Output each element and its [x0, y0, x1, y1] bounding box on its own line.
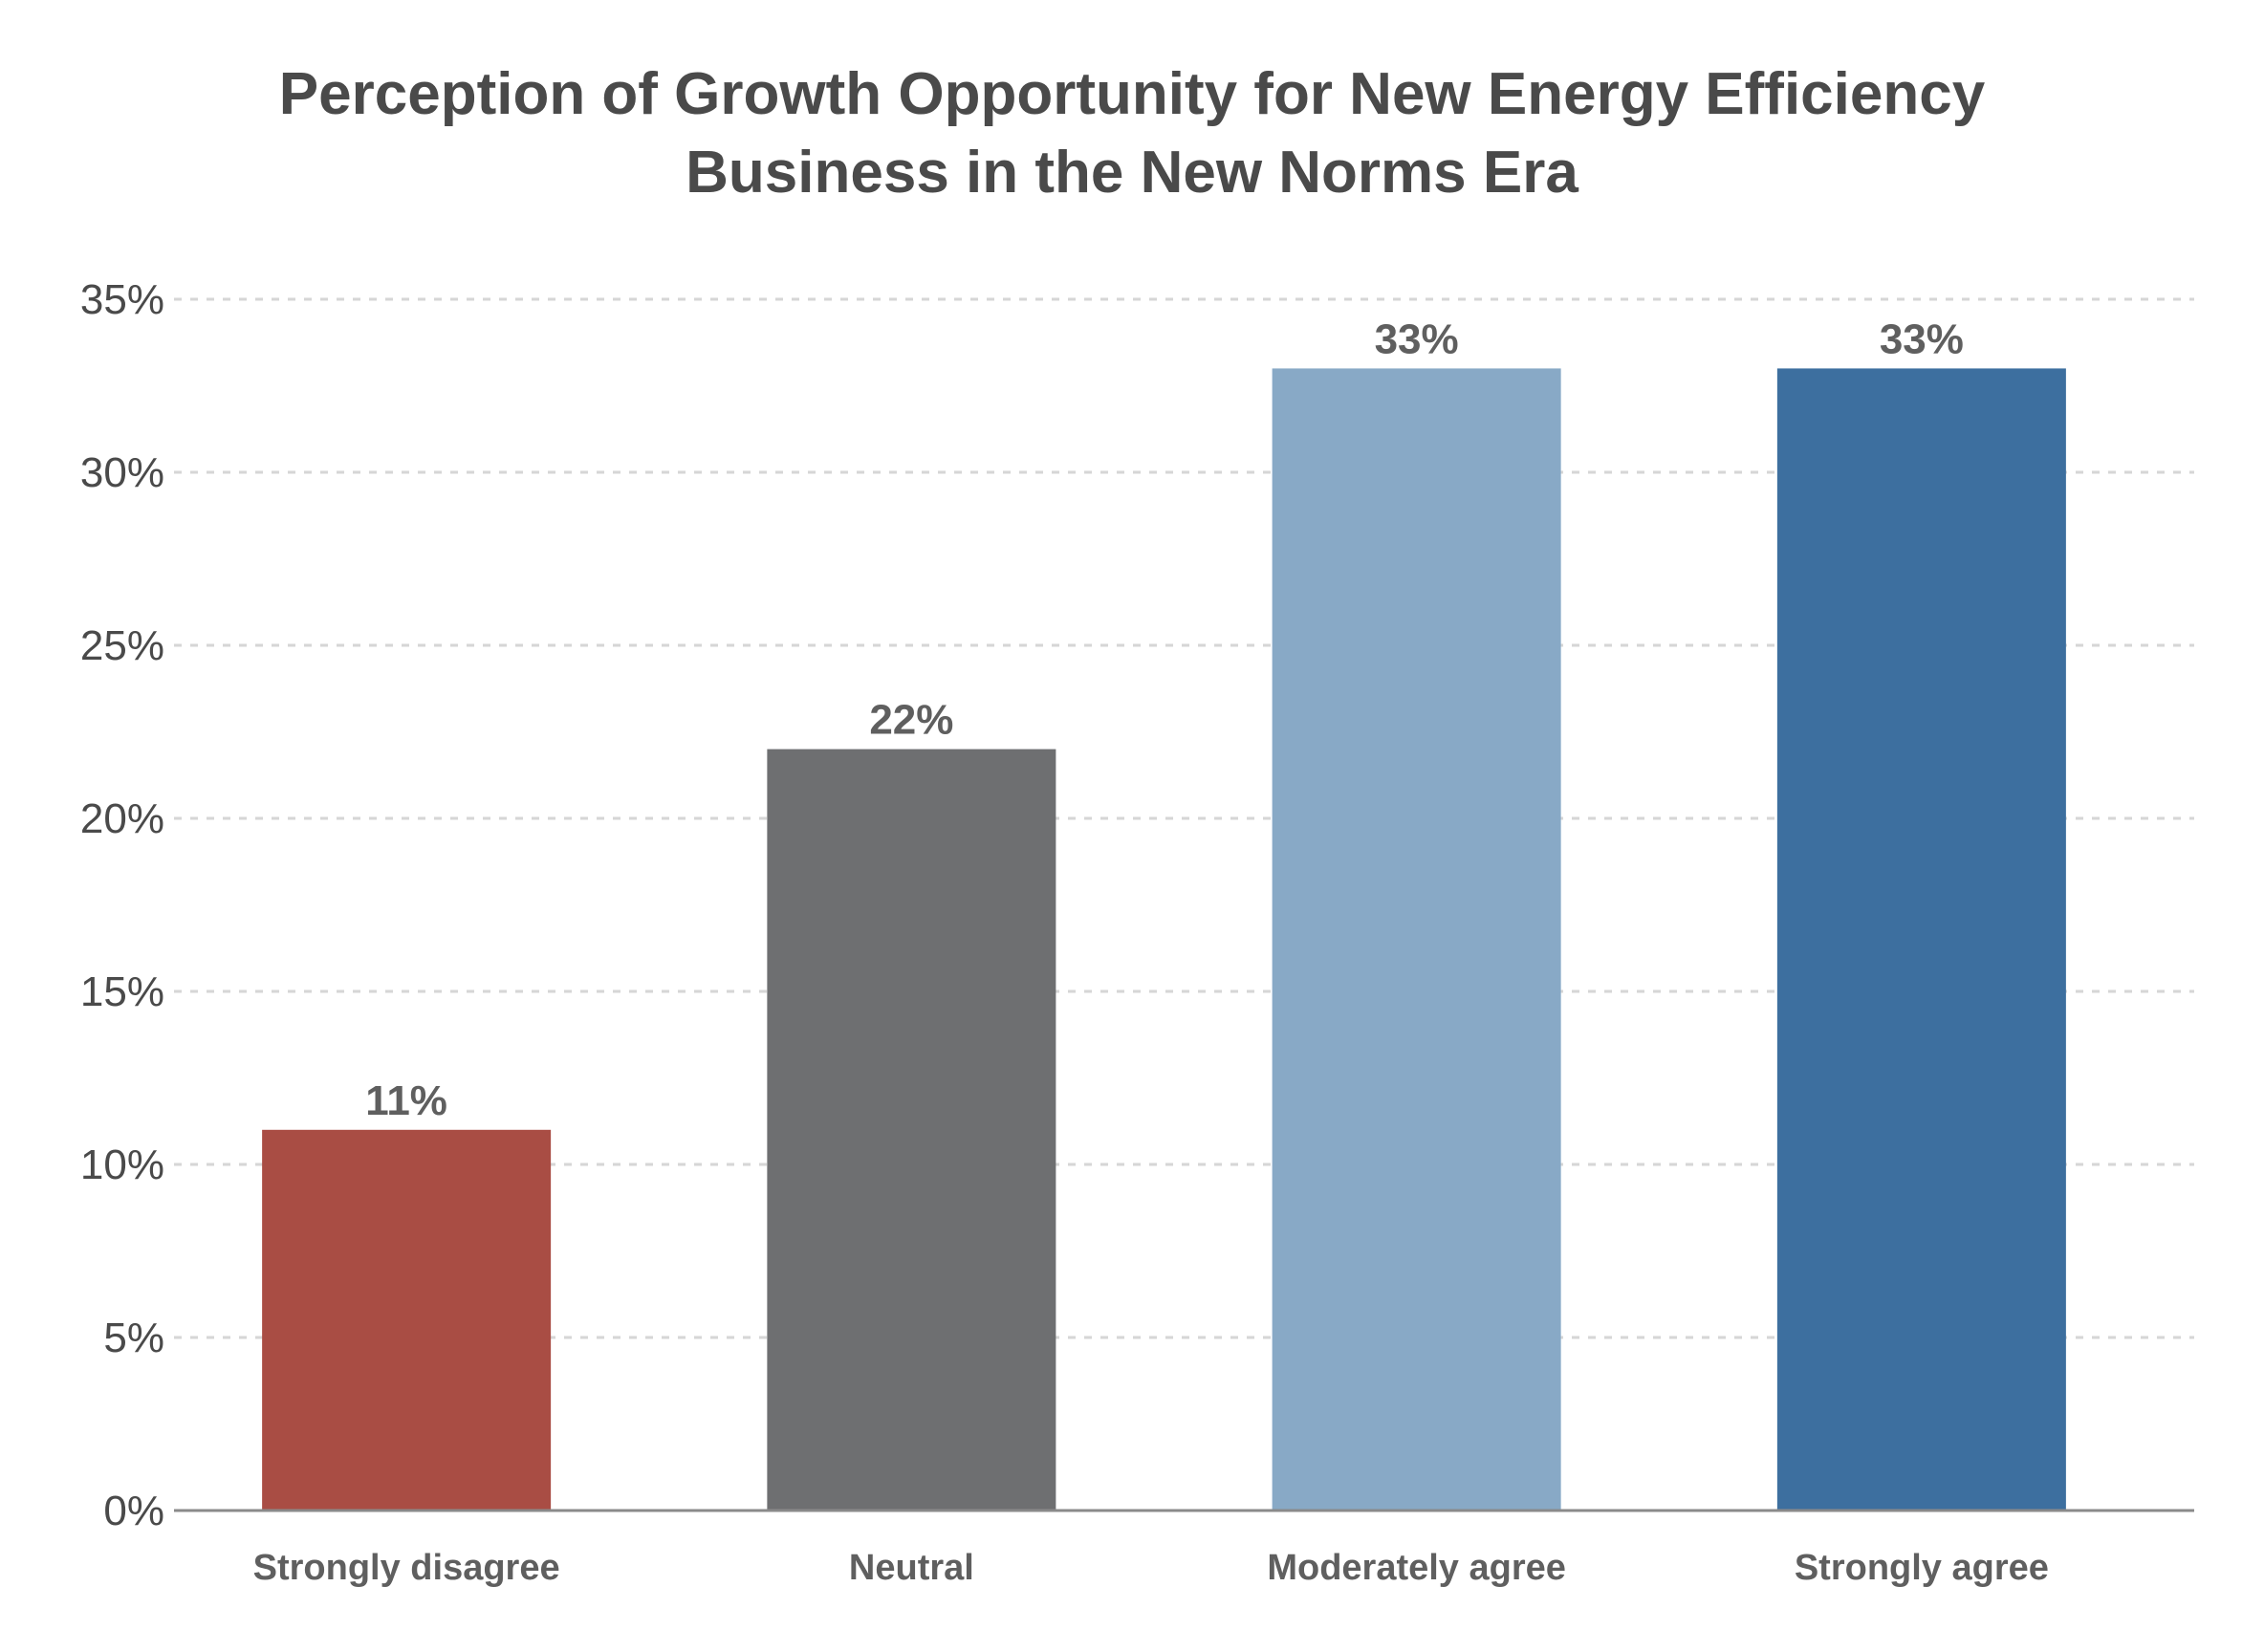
- chart-title-line-1: Perception of Growth Opportunity for New…: [278, 61, 1986, 127]
- data-label: 22%: [869, 697, 953, 744]
- y-tick-label: 25%: [80, 622, 164, 669]
- data-label: 11%: [365, 1077, 447, 1124]
- bar-neutral: [767, 749, 1056, 1511]
- x-category-label: Strongly disagree: [253, 1548, 560, 1588]
- chart-title: Perception of Growth Opportunity for New…: [0, 55, 2264, 212]
- y-tick-label: 0%: [103, 1488, 164, 1534]
- y-tick-label: 20%: [80, 795, 164, 842]
- y-tick-label: 30%: [80, 449, 164, 496]
- x-category-label: Strongly agree: [1795, 1548, 2049, 1588]
- x-category-label: Neutral: [849, 1548, 974, 1588]
- data-labels: 11% 22% 33% 33%: [365, 315, 1964, 1123]
- chart-title-line-2: Business in the New Norms Era: [686, 140, 1578, 206]
- y-tick-label: 35%: [80, 276, 164, 323]
- y-tick-label: 15%: [80, 968, 164, 1015]
- y-tick-label: 5%: [103, 1315, 164, 1361]
- x-category-label: Moderately agree: [1267, 1548, 1566, 1588]
- data-label: 33%: [1375, 315, 1459, 362]
- x-axis-categories: Strongly disagree Neutral Moderately agree…: [253, 1548, 2049, 1588]
- gridlines: [174, 297, 2194, 1339]
- data-label: 33%: [1880, 315, 1964, 362]
- bars: [262, 368, 2066, 1511]
- y-tick-label: 10%: [80, 1141, 164, 1188]
- bar-strongly-agree: [1776, 368, 2066, 1511]
- y-axis-ticks: 0% 5% 10% 15% 20% 25% 30% 35%: [80, 276, 164, 1534]
- bar-strongly-disagree: [262, 1129, 552, 1511]
- bar-moderately-agree: [1272, 368, 1561, 1511]
